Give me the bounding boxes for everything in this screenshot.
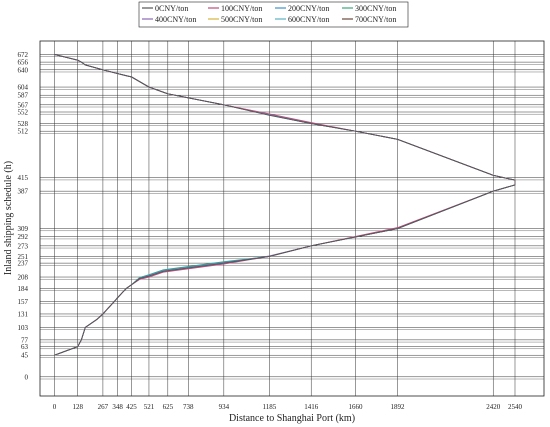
y-tick-label: 208: [18, 274, 29, 282]
legend: 0CNY/ton 100CNY/ton 200CNY/ton 300CNY/ton 40…: [138, 1, 409, 28]
y-tick-label: 251: [18, 253, 29, 261]
x-tick-label: 267: [98, 403, 109, 411]
y-tick-label: 45: [21, 352, 29, 360]
x-tick-label: 128: [72, 403, 83, 411]
y-tick-label: 292: [18, 233, 29, 241]
x-axis-label: Distance to Shanghai Port (km): [229, 413, 355, 424]
y-tick-label: 237: [18, 260, 29, 268]
x-tick-label: 2420: [486, 403, 501, 411]
y-tick-label: 273: [18, 242, 29, 250]
x-tick-label: 348: [112, 403, 123, 411]
y-axis-label: Inland shipping schedule (h): [3, 161, 14, 275]
y-tick-label: 77: [21, 336, 29, 344]
x-tick-label: 1185: [262, 403, 276, 411]
y-tick-label: 131: [18, 310, 29, 318]
y-tick-label: 157: [18, 298, 29, 306]
y-tick-label: 309: [18, 225, 29, 233]
grid-lines: [40, 41, 544, 396]
x-tick-label: 0: [53, 403, 57, 411]
y-tick-label: 415: [18, 174, 29, 182]
series-line: [54, 53, 516, 356]
y-tick-label: 656: [18, 59, 29, 67]
y-tick-label: 672: [18, 51, 29, 59]
legend-entry: 400CNY/ton: [155, 15, 196, 24]
y-tick-label: 552: [18, 109, 29, 117]
y-tick-label: 567: [18, 101, 29, 109]
y-tick-label: 512: [18, 128, 29, 136]
legend-box: [138, 1, 409, 28]
x-tick-label: 738: [183, 403, 194, 411]
x-tick-label: 1660: [348, 403, 363, 411]
x-tick-label: 521: [144, 403, 155, 411]
legend-entry: 0CNY/ton: [155, 4, 188, 13]
series-lines: [54, 53, 516, 356]
legend-entry: 200CNY/ton: [288, 4, 329, 13]
y-tick-label: 103: [18, 324, 29, 332]
y-tick-label: 0: [25, 373, 29, 381]
x-tick-label: 425: [126, 403, 137, 411]
x-tick-label: 1892: [391, 403, 406, 411]
y-tick-label: 640: [18, 66, 29, 74]
y-tick-label: 63: [21, 343, 29, 351]
y-tick-label: 184: [18, 285, 29, 293]
x-tick-label: 625: [163, 403, 174, 411]
x-tick-label: 1416: [304, 403, 319, 411]
legend-entry: 500CNY/ton: [221, 15, 262, 24]
x-tick-label: 2540: [508, 403, 523, 411]
x-tick-labels: 0 128 267 348 425 521 625 738 934 1185 1416 1660 189…: [53, 403, 523, 411]
legend-entry: 700CNY/ton: [355, 15, 396, 24]
x-tick-label: 934: [219, 403, 230, 411]
legend-entry: 600CNY/ton: [288, 15, 329, 24]
legend-entry: 100CNY/ton: [221, 4, 262, 13]
y-tick-label: 528: [18, 120, 29, 128]
y-tick-label: 604: [18, 84, 29, 92]
y-tick-label: 387: [18, 188, 29, 196]
plot-frame: [39, 40, 545, 397]
legend-entry: 300CNY/ton: [355, 4, 396, 13]
y-tick-label: 587: [18, 92, 29, 100]
